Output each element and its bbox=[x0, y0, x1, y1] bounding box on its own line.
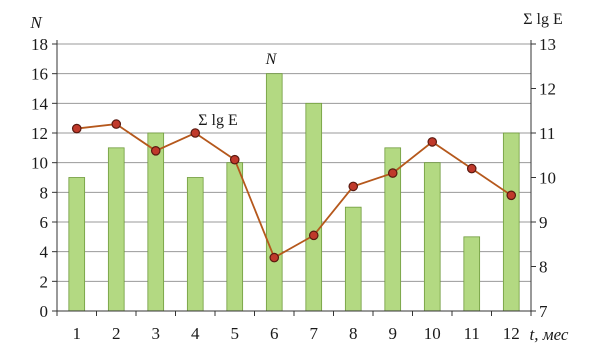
x-axis-tick-label: 2 bbox=[112, 324, 121, 343]
left-axis-tick-label: 4 bbox=[40, 243, 49, 262]
x-axis-tick-label: 4 bbox=[191, 324, 200, 343]
data-point bbox=[71, 123, 82, 134]
right-axis-tick-label: 8 bbox=[539, 258, 548, 277]
right-axis-tick-label: 13 bbox=[539, 35, 556, 54]
bar bbox=[344, 206, 362, 312]
left-axis-tick-label: 8 bbox=[40, 183, 49, 202]
series-line bbox=[76, 123, 512, 259]
line-series-label: Σ lg E bbox=[198, 112, 238, 129]
left-axis-tick-label: 0 bbox=[40, 302, 49, 321]
x-axis-tick-label: 11 bbox=[464, 324, 480, 343]
data-point bbox=[387, 168, 398, 178]
axes bbox=[52, 40, 536, 316]
x-axis-tick-label: 7 bbox=[310, 324, 319, 343]
x-axis-tick-label: 8 bbox=[349, 324, 358, 343]
x-axis-tick-label: 12 bbox=[503, 324, 520, 343]
x-axis-tick-label: 1 bbox=[73, 324, 82, 343]
left-axis-tick-label: 14 bbox=[31, 94, 49, 113]
line-series-sum-lg-e bbox=[71, 119, 517, 263]
left-axis-tick-label: 10 bbox=[31, 154, 48, 173]
data-point bbox=[269, 252, 280, 263]
left-axis-tick-label: 12 bbox=[31, 124, 48, 143]
right-axis-title: Σ lg E bbox=[523, 11, 563, 28]
bar bbox=[502, 132, 520, 312]
left-axis-tick-label: 18 bbox=[31, 35, 48, 54]
bar bbox=[226, 162, 244, 312]
right-axis-tick-label: 9 bbox=[539, 213, 548, 232]
left-axis-title: N bbox=[29, 13, 43, 32]
left-axis-tick-label: 2 bbox=[40, 272, 49, 291]
x-axis-tick-label: 9 bbox=[389, 324, 398, 343]
data-point bbox=[427, 137, 438, 147]
bar bbox=[68, 177, 86, 312]
right-axis-tick-label: 11 bbox=[539, 124, 555, 143]
bar-series-n bbox=[68, 73, 520, 312]
right-axis-tick-label: 12 bbox=[539, 80, 556, 99]
x-axis-tick-label: 6 bbox=[270, 324, 279, 343]
right-axis-tick-label: 10 bbox=[539, 169, 556, 188]
data-point bbox=[348, 181, 359, 192]
bar bbox=[265, 73, 283, 312]
bar bbox=[147, 132, 165, 312]
grid-lines bbox=[57, 43, 531, 282]
left-axis-tick-label: 16 bbox=[31, 65, 48, 84]
x-axis-tick-label: 5 bbox=[231, 324, 240, 343]
x-axis-tick-label: 3 bbox=[152, 324, 161, 343]
bar bbox=[186, 177, 204, 312]
bar bbox=[423, 162, 441, 312]
data-point bbox=[308, 230, 319, 241]
bar bbox=[305, 102, 323, 312]
bar bbox=[107, 147, 125, 312]
x-axis-tick-label: 10 bbox=[424, 324, 441, 343]
data-point bbox=[190, 128, 201, 138]
bar bbox=[463, 236, 481, 312]
data-point bbox=[506, 190, 517, 201]
data-point bbox=[111, 119, 122, 129]
data-point bbox=[150, 146, 161, 156]
bar-series-label: N bbox=[265, 51, 278, 68]
x-axis-title: t, мес bbox=[530, 325, 569, 344]
left-axis-tick-label: 6 bbox=[40, 213, 49, 232]
right-axis-tick-label: 7 bbox=[539, 302, 548, 321]
data-point bbox=[229, 154, 240, 165]
data-point bbox=[466, 163, 477, 174]
